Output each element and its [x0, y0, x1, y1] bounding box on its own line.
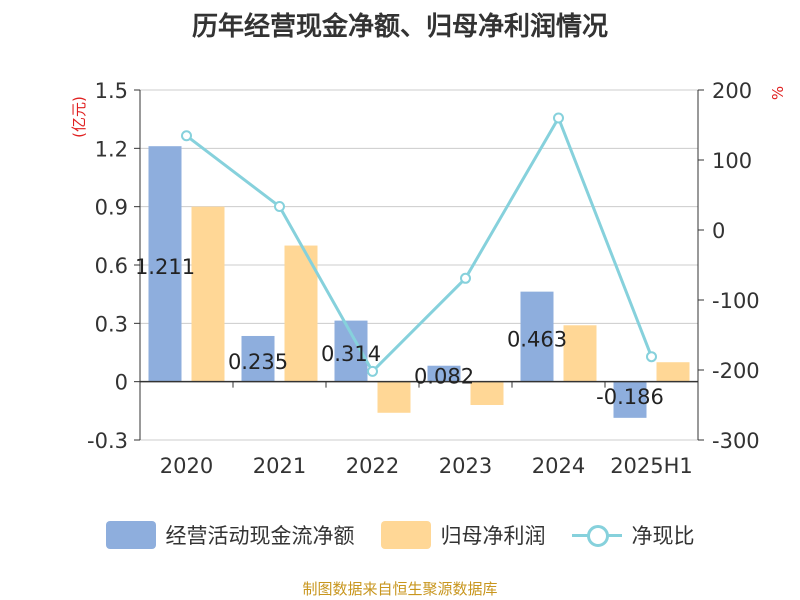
legend-item-cash[interactable]: 经营活动现金流净额 [105, 520, 355, 550]
left-axis-unit: (亿元) [70, 96, 88, 138]
cash-data-label: -0.186 [596, 385, 664, 409]
right-tick-label: 200 [712, 79, 752, 103]
right-tick-label: 100 [712, 149, 752, 173]
chart-title: 历年经营现金净额、归母净利润情况 [191, 12, 608, 42]
legend-swatch-profit [380, 521, 431, 549]
right-axis-unit: % [769, 86, 787, 100]
profit-bar [470, 381, 504, 405]
x-tick-label: 2023 [439, 454, 492, 478]
legend: 经营活动现金流净额 归母净利润 净现比 [0, 518, 800, 552]
cash-data-label: 1.211 [135, 255, 195, 279]
legend-swatch-ratio [571, 521, 622, 549]
cash-data-label: 0.082 [414, 365, 474, 389]
left-tick-label: 0.9 [95, 196, 128, 220]
source-note: 制图数据来自恒生聚源数据库 [302, 580, 498, 598]
ratio-point [553, 112, 564, 124]
profit-bar [656, 362, 690, 382]
profit-bar [563, 325, 597, 382]
cash-data-label: 0.314 [321, 342, 381, 366]
legend-item-profit[interactable]: 归母净利润 [380, 520, 546, 550]
legend-label-ratio: 净现比 [631, 524, 695, 548]
ratio-line-path [185, 114, 653, 374]
data-labels: 1.211 0.235 0.314 0.082 0.463 -0.186 [135, 255, 664, 409]
cash-bar [613, 381, 647, 418]
bars [148, 146, 690, 418]
right-tick-label: -200 [712, 359, 760, 383]
ratio-point [460, 272, 471, 284]
profit-bar [284, 245, 318, 382]
ratio-point [646, 351, 657, 363]
right-tick-label: -100 [712, 289, 760, 313]
ratio-point [367, 365, 378, 377]
legend-label-cash: 经营活动现金流净额 [165, 524, 355, 548]
profit-bar [377, 381, 411, 413]
cash-bar [148, 146, 182, 382]
left-tick-label: 0 [115, 371, 128, 395]
x-tick-label: 2021 [253, 454, 306, 478]
cash-bar [241, 335, 275, 382]
axes: -0.3 0 0.3 0.6 0.9 1.2 1.5 -300 -200 -100 0 100 200 (… [70, 79, 787, 478]
left-tick-label: 1.2 [95, 137, 128, 161]
right-tick-label: 0 [712, 219, 725, 243]
right-tick-label: -300 [712, 429, 760, 453]
cash-data-label: 0.463 [507, 328, 567, 352]
left-tick-label: 0.3 [95, 312, 128, 336]
legend-label-profit: 归母净利润 [440, 524, 546, 548]
legend-swatch-cash [105, 521, 156, 549]
ratio-point [274, 200, 285, 212]
left-tick-label: 1.5 [95, 79, 128, 103]
x-tick-label: 2020 [160, 454, 213, 478]
left-tick-label: -0.3 [87, 429, 128, 453]
ratio-line [181, 112, 657, 377]
ratio-point [181, 130, 192, 142]
cash-bar [427, 365, 461, 382]
x-tick-label: 2024 [532, 454, 585, 478]
cash-data-label: 0.235 [228, 350, 288, 374]
legend-item-ratio[interactable]: 净现比 [571, 520, 695, 550]
x-tick-label: 2025H1 [610, 454, 693, 478]
profit-bar [191, 206, 225, 382]
left-tick-label: 0.6 [95, 254, 128, 278]
x-tick-label: 2022 [346, 454, 399, 478]
cash-bar [520, 291, 554, 382]
